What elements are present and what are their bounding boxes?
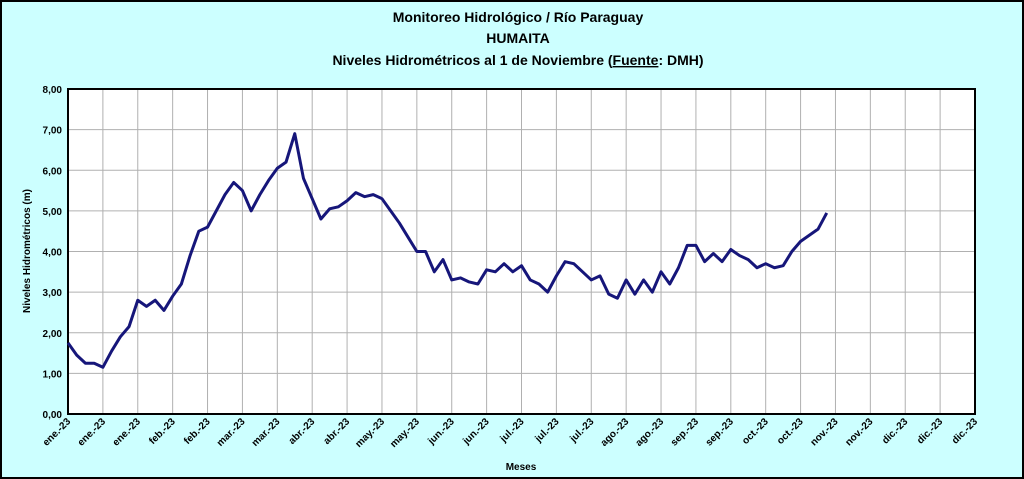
subtitle-part: Fuente — [613, 52, 659, 68]
subtitle-part: : DMH) — [658, 52, 703, 68]
x-axis-label: Meses — [506, 462, 537, 473]
y-tick-label: 5,00 — [43, 207, 63, 218]
y-tick-label: 1,00 — [43, 369, 63, 380]
y-tick-label: 2,00 — [43, 329, 63, 340]
title-line: Monitoreo Hidrológico / Río Paraguay — [393, 9, 644, 25]
subtitle: Niveles Hidrométricos al 1 de Noviembre … — [332, 52, 703, 68]
y-tick-label: 4,00 — [43, 248, 63, 259]
title-line: HUMAITA — [486, 30, 550, 46]
y-tick-label: 0,00 — [43, 410, 63, 421]
subtitle-part: Niveles Hidrométricos al 1 de Noviembre … — [332, 52, 612, 68]
y-tick-label: 7,00 — [43, 126, 63, 137]
y-tick-label: 3,00 — [43, 288, 63, 299]
plot-border — [67, 88, 976, 415]
y-axis-label: Niveles Hidrométricos (m) — [22, 189, 33, 313]
y-tick-label: 6,00 — [43, 166, 63, 177]
data-line — [66, 132, 829, 369]
y-tick-label: 8,00 — [43, 85, 63, 96]
